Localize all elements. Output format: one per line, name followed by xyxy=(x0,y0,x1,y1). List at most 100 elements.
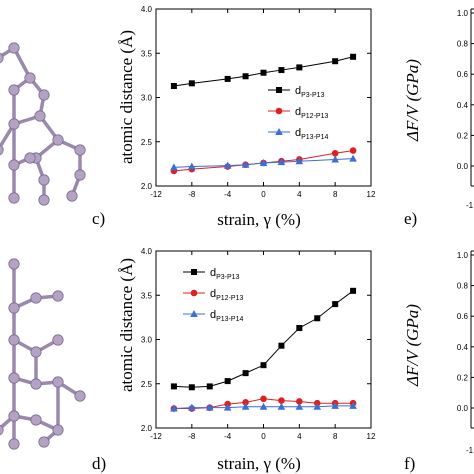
data-point-P3-P13 xyxy=(242,370,249,377)
right-tick-label: 0.4 xyxy=(457,343,469,352)
x-axis-title-d: strain, γ (%) xyxy=(217,454,301,473)
x-axis-title-c: strain, γ (%) xyxy=(217,210,301,229)
data-point-P12-P13 xyxy=(349,147,357,154)
data-point-P13-P14 xyxy=(223,161,232,169)
panel-label-d: d) xyxy=(92,454,106,473)
data-point-P3-P13 xyxy=(224,75,231,82)
data-point-P3-P13 xyxy=(332,58,339,65)
atom xyxy=(30,292,42,304)
data-point-P3-P13 xyxy=(224,378,231,385)
data-point-P13-P14 xyxy=(259,158,268,166)
data-point-P12-P13 xyxy=(278,397,285,404)
y-tick-label: 4.0 xyxy=(141,5,153,14)
atom xyxy=(74,144,86,156)
data-point-P13-P14 xyxy=(295,402,304,410)
right-tick-label: 0.2 xyxy=(457,373,469,382)
atom xyxy=(24,152,36,164)
right-tick-label: 1.0 xyxy=(457,9,469,18)
atom xyxy=(38,436,50,448)
legend-marker xyxy=(190,310,198,317)
atom xyxy=(38,174,50,186)
data-point-P3-P13 xyxy=(350,287,357,294)
chart-panel-d: -12 -8 -4 0 4 8 12 2.0 2.5 3.0 3.5 4.0 dP3-P13 dP12-P… xyxy=(141,247,376,441)
right-y-axis-title-top: ΔF/V (GPa) xyxy=(403,59,422,142)
data-point-P3-P13 xyxy=(278,67,285,74)
atom xyxy=(52,290,64,302)
data-point-P13-P14 xyxy=(277,158,286,166)
x-tick-label: -8 xyxy=(188,190,196,199)
legend-entry: dP12-P13 xyxy=(210,288,243,302)
atom xyxy=(8,410,20,422)
panel-label-c: c) xyxy=(92,209,105,228)
x-tick-label: 4 xyxy=(297,190,302,199)
data-point-P3-P13 xyxy=(206,383,213,390)
y-tick-label: 2.5 xyxy=(141,380,153,389)
atom xyxy=(8,372,20,384)
atom xyxy=(8,118,20,130)
panel-label-e: e) xyxy=(404,209,417,228)
legend-marker xyxy=(191,269,197,275)
data-point-P3-P13 xyxy=(296,64,303,71)
atom xyxy=(30,414,42,426)
data-point-P12-P13 xyxy=(296,398,303,405)
data-point-P13-P14 xyxy=(188,403,196,411)
atom xyxy=(0,52,4,64)
right-tick-label: 0.0 xyxy=(457,162,469,171)
legend-entry: dP12-P13 xyxy=(295,106,328,120)
data-point-P12-P13 xyxy=(331,149,339,157)
atom xyxy=(30,346,42,358)
atom xyxy=(8,258,20,270)
data-point-P13-P14 xyxy=(331,401,339,409)
y-tick-label: 2.5 xyxy=(141,138,153,147)
data-point-P3-P13 xyxy=(314,315,321,322)
data-point-P13-P14 xyxy=(349,154,357,162)
data-point-P13-P14 xyxy=(277,402,286,410)
legend: dP3-P13 dP12-P13 dP13-P14 xyxy=(268,85,328,141)
x-tick-label: -12 xyxy=(150,190,162,199)
right-tick-label: 0.2 xyxy=(457,131,469,140)
data-point-P13-P14 xyxy=(241,160,250,168)
atom xyxy=(38,194,50,206)
x-tick-label: -4 xyxy=(224,190,232,199)
y-tick-label: 3.5 xyxy=(141,291,153,300)
data-point-P13-P14 xyxy=(170,404,178,412)
right-tick-label: 0.8 xyxy=(457,40,469,49)
x-tick-label: 0 xyxy=(261,190,266,199)
x-tick-label: 8 xyxy=(333,190,338,199)
atom xyxy=(8,192,20,204)
data-point-P12-P13 xyxy=(242,399,249,406)
right-partial-panels: 1.0 0.8 0.6 0.4 0.2 0.0 1.0 0.8 0.6 0.4 0.2 0.0 xyxy=(457,8,474,429)
data-point-P13-P14 xyxy=(188,162,196,170)
atom xyxy=(52,376,64,388)
x-tick-label: -8 xyxy=(188,432,196,441)
right-tick-label: 0.4 xyxy=(457,101,469,110)
data-point-P3-P13 xyxy=(188,80,195,87)
atom xyxy=(8,334,20,346)
data-point-P3-P13 xyxy=(170,82,177,89)
data-point-P13-P14 xyxy=(259,402,268,410)
atom xyxy=(74,169,86,181)
chart-panel-c: -12 -8 -4 0 4 8 12 2.0 2.5 3.0 3.5 4.0 dP3-P13 dP12-P… xyxy=(141,5,376,199)
legend-entry: dP3-P13 xyxy=(210,267,240,281)
y-tick-label: 3.0 xyxy=(141,336,153,345)
y-tick-label: 2.0 xyxy=(141,424,153,433)
data-point-P13-P14 xyxy=(223,403,232,411)
legend-entry: dP13-P14 xyxy=(210,309,243,323)
data-point-P13-P14 xyxy=(241,402,250,410)
atom xyxy=(34,110,46,122)
legend-marker xyxy=(190,289,198,297)
atom xyxy=(8,438,20,450)
x-tick-label: 12 xyxy=(367,190,376,199)
atom xyxy=(8,84,20,96)
data-point-P3-P13 xyxy=(332,301,339,308)
atom xyxy=(30,378,42,390)
data-point-P3-P13 xyxy=(260,69,267,76)
right-y-axis-title-bottom: ΔF/V (GPa) xyxy=(403,304,422,387)
right-tick-label: 0.0 xyxy=(457,404,469,413)
atom xyxy=(8,159,20,171)
y-tick-label: 2.0 xyxy=(141,182,153,191)
data-point-P3-P13 xyxy=(188,384,195,391)
legend-entry: dP3-P13 xyxy=(295,85,325,99)
x-tick-label: 0 xyxy=(261,432,266,441)
y-axis-title-c: atomic distance (Å) xyxy=(117,30,136,164)
